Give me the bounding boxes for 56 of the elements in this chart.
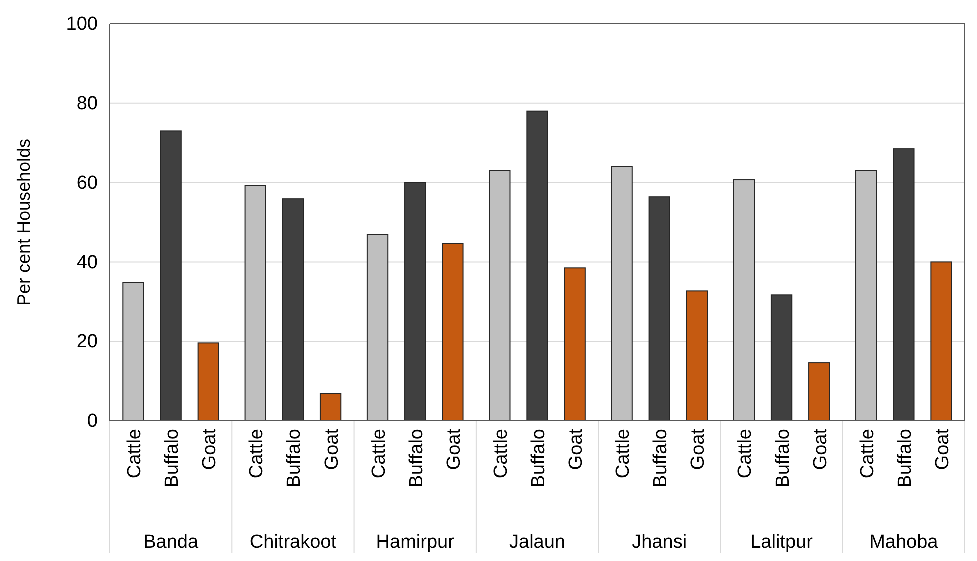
bar [686, 290, 708, 422]
y-tick-label: 40 [76, 252, 98, 274]
bar [442, 243, 464, 422]
x-tick-label: Banda [144, 532, 199, 553]
text: Cattle [368, 429, 390, 479]
bar [160, 130, 182, 422]
text: Buffalo [162, 429, 184, 488]
bar [244, 185, 266, 422]
x-tick-label: Jhansi [632, 532, 688, 553]
y-tick-label: 60 [76, 172, 98, 194]
text: Goat [932, 429, 954, 470]
text: Cattle [735, 429, 756, 479]
x-tick-label: Jalaun [510, 532, 566, 553]
text: Goat [566, 429, 588, 470]
bar [198, 342, 220, 422]
text: Goat [200, 428, 221, 470]
text: Goat [322, 429, 343, 470]
bar [930, 262, 952, 422]
bar [611, 166, 633, 422]
text: Buffalo [772, 429, 794, 488]
text: Cattle [246, 429, 268, 479]
text: Buffalo [406, 429, 428, 488]
bar [320, 394, 342, 422]
bar [893, 148, 915, 422]
x-tick-label: Hamirpur [376, 532, 456, 553]
bar [648, 196, 670, 422]
text: Goat [688, 429, 710, 470]
y-tick-label: 20 [76, 332, 98, 353]
x-tick-label: Lalitpur [750, 532, 814, 553]
bar [282, 198, 304, 422]
bar [770, 294, 793, 422]
bar [564, 268, 586, 422]
bar [856, 170, 878, 422]
text: Cattle [124, 429, 146, 479]
y-tick-label: 0 [87, 411, 98, 432]
text: Cattle [857, 429, 878, 479]
y-tick-label: 80 [76, 93, 98, 114]
bar [733, 180, 756, 422]
bar [808, 362, 830, 422]
x-tick-label: Chitrakoot [250, 532, 338, 553]
text: Goat [810, 429, 832, 470]
bar [489, 170, 511, 422]
bar [122, 282, 144, 422]
text: Buffalo [650, 429, 672, 488]
x-tick-label: Mahoba [870, 532, 939, 553]
y-tick-label: 100 [66, 14, 98, 36]
bar [526, 110, 548, 422]
text: Buffalo [528, 429, 550, 488]
text: Goat [444, 429, 465, 470]
text: Buffalo [894, 429, 916, 488]
text: Buffalo [284, 429, 306, 488]
y-axis-title: Per cent Households [14, 138, 34, 306]
text: Cattle [613, 429, 634, 479]
bar [404, 182, 426, 422]
bar [366, 234, 389, 422]
text: Cattle [490, 429, 512, 479]
